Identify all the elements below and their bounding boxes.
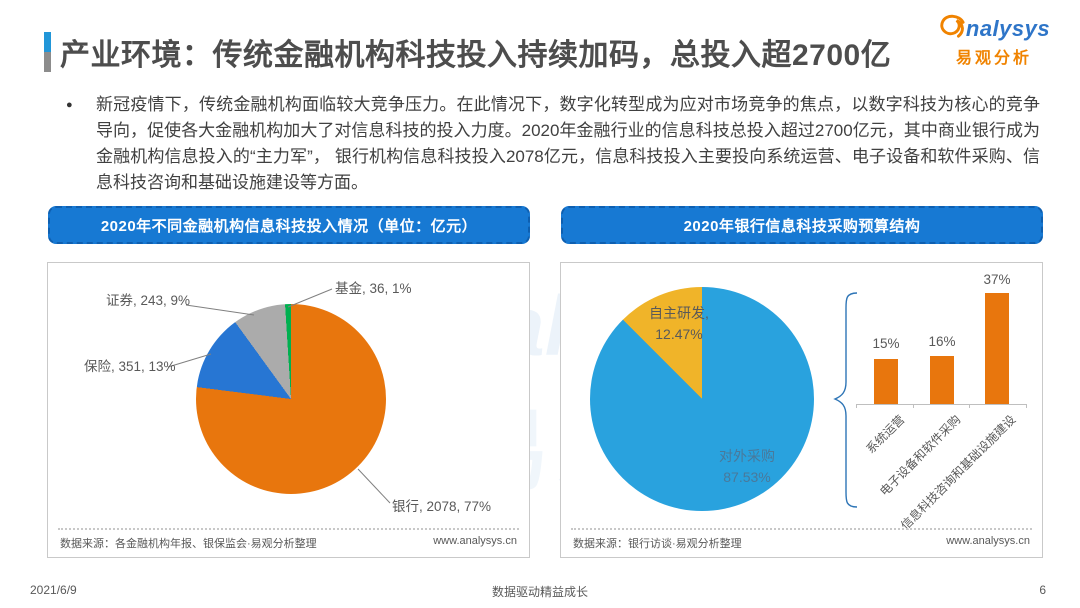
bar-category-1: 系统运营	[863, 412, 908, 457]
slice-label-outsourced: 对外采购 87.53%	[692, 446, 802, 488]
left-chart-title-banner: 2020年不同金融机构信息科技投入情况（单位：亿元）	[48, 206, 530, 244]
slice-label-securities: 证券, 243, 9%	[106, 293, 191, 308]
left-chart-source: 数据来源：各金融机构年报、银保监会·易观分析整理	[60, 538, 317, 550]
logo-brand-text: nalysys	[965, 15, 1051, 41]
summary-text: 新冠疫情下，传统金融机构面临较大竞争压力。在此情况下，数字化转型成为应对市场竞争…	[96, 95, 1040, 192]
title-accent-bar	[44, 32, 51, 72]
left-chart-website: www.analysys.cn	[433, 535, 517, 547]
right-chart-website: www.analysys.cn	[946, 535, 1030, 547]
brace-connector	[833, 292, 858, 508]
bar-value-2: 16%	[928, 334, 956, 349]
analysys-logo: nalysys 易观分析	[934, 14, 1054, 68]
outsourced-label: 对外采购	[719, 448, 775, 464]
bar-consulting-infra	[985, 293, 1009, 404]
slice-label-inhouse: 自主研发, 12.47%	[624, 303, 734, 345]
footer-page-number: 6	[1039, 583, 1046, 597]
slice-label-fund: 基金, 36, 1%	[335, 281, 412, 296]
axis-tick	[1026, 404, 1027, 408]
bar-axis	[856, 404, 1026, 405]
axis-tick	[969, 404, 970, 408]
procurement-bar-chart: 15% 16% 37%	[856, 263, 1026, 404]
bullet-icon: ●	[66, 99, 73, 111]
bar-equipment-software	[930, 356, 954, 404]
source-divider	[58, 528, 519, 530]
left-chart-panel: 基金, 36, 1% 证券, 243, 9% 保险, 351, 13% 银行, …	[47, 262, 530, 558]
inhouse-pct: 12.47%	[655, 326, 703, 342]
logo-swirl-icon	[938, 14, 966, 43]
right-chart-title: 2020年银行信息科技采购预算结构	[683, 217, 921, 235]
page-title: 产业环境：传统金融机构科技投入持续加码，总投入超2700亿	[60, 39, 892, 72]
bar-value-1: 15%	[872, 336, 900, 351]
bar-category-3: 信息科技咨询和基础设施建设	[898, 412, 1019, 533]
inhouse-label: 自主研发,	[649, 305, 709, 321]
summary-block: ● 新冠疫情下，传统金融机构面临较大竞争压力。在此情况下，数字化转型成为应对市场…	[64, 92, 1040, 196]
procurement-pie	[590, 287, 814, 511]
footer-slogan: 数据驱动精益成长	[491, 585, 588, 599]
outsourced-pct: 87.53%	[723, 469, 771, 485]
slice-label-bank: 银行, 2078, 77%	[392, 499, 492, 514]
institution-pie	[196, 304, 386, 494]
left-chart-title: 2020年不同金融机构信息科技投入情况（单位：亿元）	[100, 217, 478, 235]
axis-tick	[913, 404, 914, 408]
bar-value-3: 37%	[983, 272, 1011, 287]
slice-label-insurance: 保险, 351, 13%	[84, 359, 176, 374]
right-chart-panel: 自主研发, 12.47% 对外采购 87.53% 15% 16% 37% 系统运…	[560, 262, 1043, 558]
footer-date: 2021/6/9	[30, 583, 77, 597]
right-chart-source: 数据来源：银行访谈·易观分析整理	[573, 538, 742, 550]
axis-tick	[856, 404, 857, 408]
source-divider	[571, 528, 1032, 530]
logo-cn-text: 易观分析	[955, 50, 1032, 67]
bar-system-ops	[874, 359, 898, 404]
right-chart-title-banner: 2020年银行信息科技采购预算结构	[561, 206, 1043, 244]
